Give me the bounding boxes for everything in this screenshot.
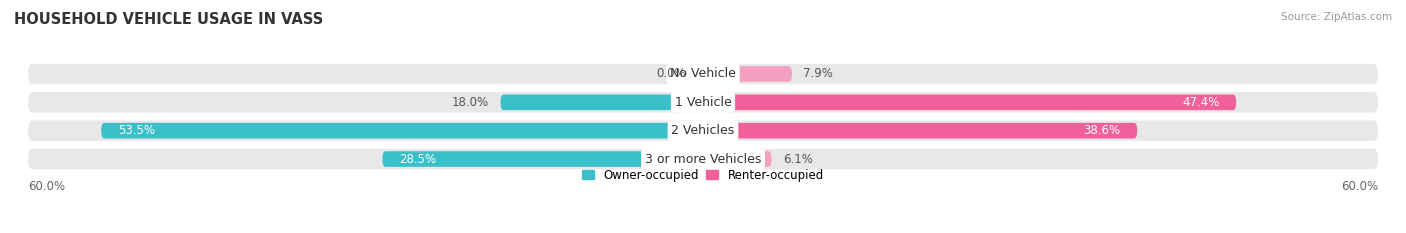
- Legend: Owner-occupied, Renter-occupied: Owner-occupied, Renter-occupied: [578, 164, 828, 186]
- FancyBboxPatch shape: [101, 123, 703, 138]
- Text: 47.4%: 47.4%: [1182, 96, 1219, 109]
- Text: 18.0%: 18.0%: [453, 96, 489, 109]
- FancyBboxPatch shape: [703, 95, 1236, 110]
- FancyBboxPatch shape: [28, 120, 1378, 141]
- FancyBboxPatch shape: [703, 151, 772, 167]
- FancyBboxPatch shape: [28, 149, 1378, 169]
- Text: 6.1%: 6.1%: [783, 153, 813, 166]
- Text: No Vehicle: No Vehicle: [671, 67, 735, 80]
- Text: 53.5%: 53.5%: [118, 124, 155, 137]
- Text: 28.5%: 28.5%: [399, 153, 436, 166]
- FancyBboxPatch shape: [703, 66, 792, 82]
- Text: 0.0%: 0.0%: [657, 67, 686, 80]
- Text: 1 Vehicle: 1 Vehicle: [675, 96, 731, 109]
- FancyBboxPatch shape: [28, 92, 1378, 113]
- FancyBboxPatch shape: [501, 95, 703, 110]
- Text: 7.9%: 7.9%: [803, 67, 832, 80]
- Text: 60.0%: 60.0%: [1341, 180, 1378, 193]
- Text: 38.6%: 38.6%: [1083, 124, 1121, 137]
- FancyBboxPatch shape: [703, 123, 1137, 138]
- Text: 2 Vehicles: 2 Vehicles: [672, 124, 734, 137]
- Text: HOUSEHOLD VEHICLE USAGE IN VASS: HOUSEHOLD VEHICLE USAGE IN VASS: [14, 12, 323, 27]
- FancyBboxPatch shape: [28, 64, 1378, 84]
- FancyBboxPatch shape: [382, 151, 703, 167]
- Text: 60.0%: 60.0%: [28, 180, 65, 193]
- Text: 3 or more Vehicles: 3 or more Vehicles: [645, 153, 761, 166]
- Text: Source: ZipAtlas.com: Source: ZipAtlas.com: [1281, 12, 1392, 22]
